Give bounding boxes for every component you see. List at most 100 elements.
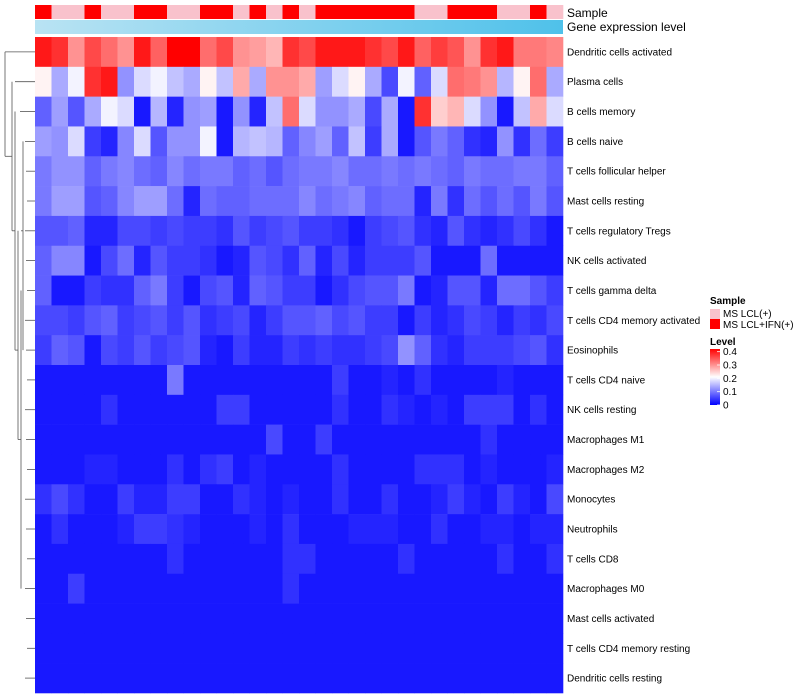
heatmap-cell (365, 37, 382, 68)
heatmap-cell (216, 663, 234, 694)
heatmap-cell (299, 186, 316, 217)
sample-annotation-cell (233, 5, 250, 19)
heatmap-cell (84, 424, 102, 455)
heatmap-cell (348, 365, 366, 396)
heatmap-cell (497, 275, 514, 306)
heatmap-cell (513, 365, 531, 396)
heatmap-cell (150, 126, 168, 157)
heatmap-cell (68, 96, 85, 127)
heatmap-cell (84, 96, 102, 127)
heatmap-cell (266, 245, 283, 276)
heatmap-cell (101, 514, 118, 545)
heatmap-cell (183, 275, 201, 306)
heatmap-cell (216, 424, 234, 455)
heatmap-cell (299, 663, 316, 694)
heatmap-cell (101, 37, 118, 68)
heatmap-cell (84, 275, 102, 306)
heatmap-cell (447, 335, 465, 366)
heatmap-cell (299, 245, 316, 276)
heatmap-cell (216, 275, 234, 306)
heatmap-cell (365, 603, 382, 634)
heatmap-cell (84, 663, 102, 694)
heatmap-cell (150, 454, 168, 485)
heatmap-cell (35, 305, 52, 336)
heatmap-cell (546, 305, 564, 336)
heatmap-cell (431, 275, 448, 306)
heatmap-cell (332, 454, 349, 485)
heatmap-cell (464, 126, 481, 157)
heatmap-cell (398, 454, 415, 485)
heatmap-cell (167, 514, 184, 545)
heatmap-cell (315, 454, 333, 485)
heatmap-cell (167, 66, 184, 97)
heatmap-cell (200, 245, 217, 276)
heatmap-cell (216, 305, 234, 336)
heatmap-cell (480, 126, 498, 157)
heatmap-cell (530, 394, 547, 425)
heatmap-cell (266, 663, 283, 694)
heatmap-cell (150, 335, 168, 366)
heatmap-cell (183, 96, 201, 127)
heatmap-cell (513, 394, 531, 425)
heatmap-cell (183, 603, 201, 634)
heatmap-cell (282, 663, 300, 694)
heatmap-cell (233, 663, 250, 694)
sample-annotation-cell (167, 5, 184, 19)
heatmap-cell (200, 394, 217, 425)
heatmap-cell (68, 454, 85, 485)
heatmap-cell (348, 394, 366, 425)
heatmap-cell (365, 365, 382, 396)
heatmap-cell (233, 633, 250, 664)
heatmap-cell (200, 37, 217, 68)
sample-annotation-cell (68, 5, 85, 19)
heatmap-cell (414, 633, 432, 664)
heatmap-cell (513, 543, 531, 575)
heatmap-cell (150, 514, 168, 545)
heatmap-cell (315, 603, 333, 634)
heatmap-cell (266, 633, 283, 664)
heatmap-cell (480, 66, 498, 97)
sample-annotation-cell (398, 5, 415, 19)
heatmap-cell (84, 454, 102, 485)
heatmap-cell (497, 365, 514, 396)
row-label: Neutrophils (567, 525, 618, 536)
heatmap-cell (332, 156, 349, 187)
heatmap-cell (51, 663, 69, 694)
heatmap-cell (447, 603, 465, 634)
heatmap-cell (348, 633, 366, 664)
heatmap-cell (464, 543, 481, 575)
heatmap-cell (233, 543, 250, 575)
heatmap-cell (480, 335, 498, 366)
heatmap-cell (414, 335, 432, 366)
heatmap-cell (398, 484, 415, 515)
heatmap-cell (134, 245, 151, 276)
heatmap-cell (464, 394, 481, 425)
heatmap-cell (68, 365, 85, 396)
heatmap-cell (381, 305, 399, 336)
heatmap-cell (35, 66, 52, 97)
heatmap-cell (381, 66, 399, 97)
heatmap-cell (266, 603, 283, 634)
heatmap-cell (431, 186, 448, 217)
heatmap-cell (282, 215, 300, 247)
heatmap-cell (546, 275, 564, 306)
heatmap-cell (216, 335, 234, 366)
heatmap-cell (497, 633, 514, 664)
heatmap-cell (464, 424, 481, 455)
heatmap-cell (381, 156, 399, 187)
heatmap-cell (101, 96, 118, 127)
heatmap-cell (117, 573, 135, 604)
heatmap-cell (365, 186, 382, 217)
heatmap-cell (299, 543, 316, 575)
heatmap-cell (431, 633, 448, 664)
sample-annotation-cell (134, 5, 151, 19)
heatmap-cell (431, 37, 448, 68)
heatmap-cell (51, 603, 69, 634)
heatmap-cell (513, 484, 531, 515)
sample-annotation-cell (464, 5, 481, 19)
heatmap-cell (381, 454, 399, 485)
legend-sample-entry-lcl: MS LCL(+) (723, 309, 772, 320)
heatmap-cell (381, 394, 399, 425)
heatmap-cell (299, 275, 316, 306)
heatmap-cell (480, 663, 498, 694)
